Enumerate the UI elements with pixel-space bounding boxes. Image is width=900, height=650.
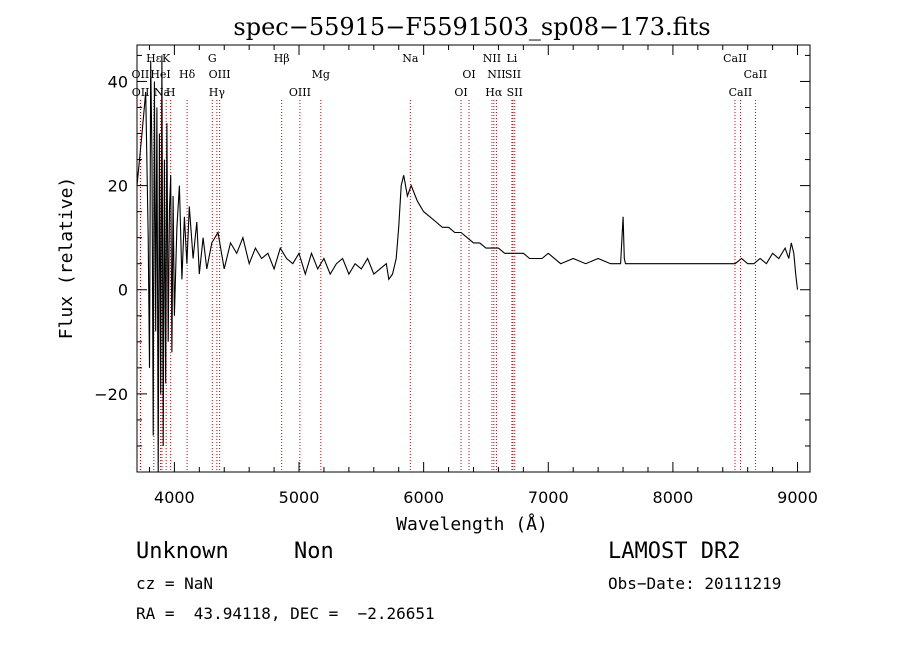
- spectral-line-label: OI: [462, 68, 475, 81]
- spectrum-layer: [136, 55, 799, 473]
- object-subclass: Non: [294, 539, 334, 564]
- spectral-line-label: CaII: [723, 52, 747, 65]
- x-axis-label: Wavelength (Å): [396, 513, 548, 535]
- redshift-cz: cz = NaN: [136, 574, 214, 593]
- x-tick-label: 9000: [777, 488, 818, 507]
- spectral-line-label: H: [166, 86, 176, 99]
- spectral-line-label: Hε: [146, 52, 162, 65]
- x-tick-label: 8000: [653, 488, 694, 507]
- coordinates: RA = 43.94118, DEC = −2.26651: [136, 604, 435, 623]
- chart-title: spec−55915−F5591503_sp08−173.fits: [233, 13, 710, 41]
- spectral-line-label: Hγ: [209, 86, 226, 99]
- y-tick-label: 0: [118, 281, 128, 300]
- spectral-line-label: OII: [132, 86, 150, 99]
- x-tick-label: 4000: [154, 488, 195, 507]
- spectral-line-label: Na: [402, 52, 419, 65]
- axes: 4000 5000 6000 7000 8000 9000 −20 0 20 40: [94, 45, 818, 507]
- spectral-line-label: OII: [132, 68, 150, 81]
- y-tick-label: 20: [108, 177, 128, 196]
- spectral-line-label: NII: [483, 52, 501, 65]
- spectral-line-label: SII: [505, 68, 521, 81]
- x-tick-label: 7000: [528, 488, 569, 507]
- y-tick-label: 40: [108, 72, 128, 91]
- spectral-line-label: OIII: [209, 68, 231, 81]
- spectral-line-markers: HεOIIOIIHeIKNaHHδGOIIIHγHβOIIIMgNaOIOINI…: [132, 52, 768, 472]
- observation-date: Obs−Date: 20111219: [608, 574, 782, 593]
- object-class: Unknown: [136, 539, 229, 564]
- spectral-line-label: G: [208, 52, 217, 65]
- spectral-line-label: Li: [506, 52, 517, 65]
- spectral-line-label: Hβ: [274, 52, 290, 65]
- spectral-line-label: CaII: [744, 68, 768, 81]
- spectrum-series: [136, 55, 799, 473]
- spectral-line-label: OIII: [289, 86, 311, 99]
- spectral-line-label: CaII: [729, 86, 753, 99]
- x-tick-label: 5000: [279, 488, 320, 507]
- spectral-line-label: SII: [507, 86, 523, 99]
- x-tick-label: 6000: [403, 488, 444, 507]
- spectral-line-label: OI: [454, 86, 467, 99]
- spectral-line-label: NII: [487, 68, 505, 81]
- spectral-line-label: Hα: [485, 86, 503, 99]
- spectral-line-label: Hδ: [179, 68, 196, 81]
- y-axis-label: Flux (relative): [56, 177, 77, 340]
- y-tick-label: −20: [94, 385, 128, 404]
- spectral-line-label: K: [162, 52, 171, 65]
- survey-name: LAMOST DR2: [608, 539, 741, 564]
- plot-frame: [136, 44, 811, 473]
- spectral-line-label: HeI: [150, 68, 170, 81]
- spectral-line-label: Mg: [312, 68, 330, 81]
